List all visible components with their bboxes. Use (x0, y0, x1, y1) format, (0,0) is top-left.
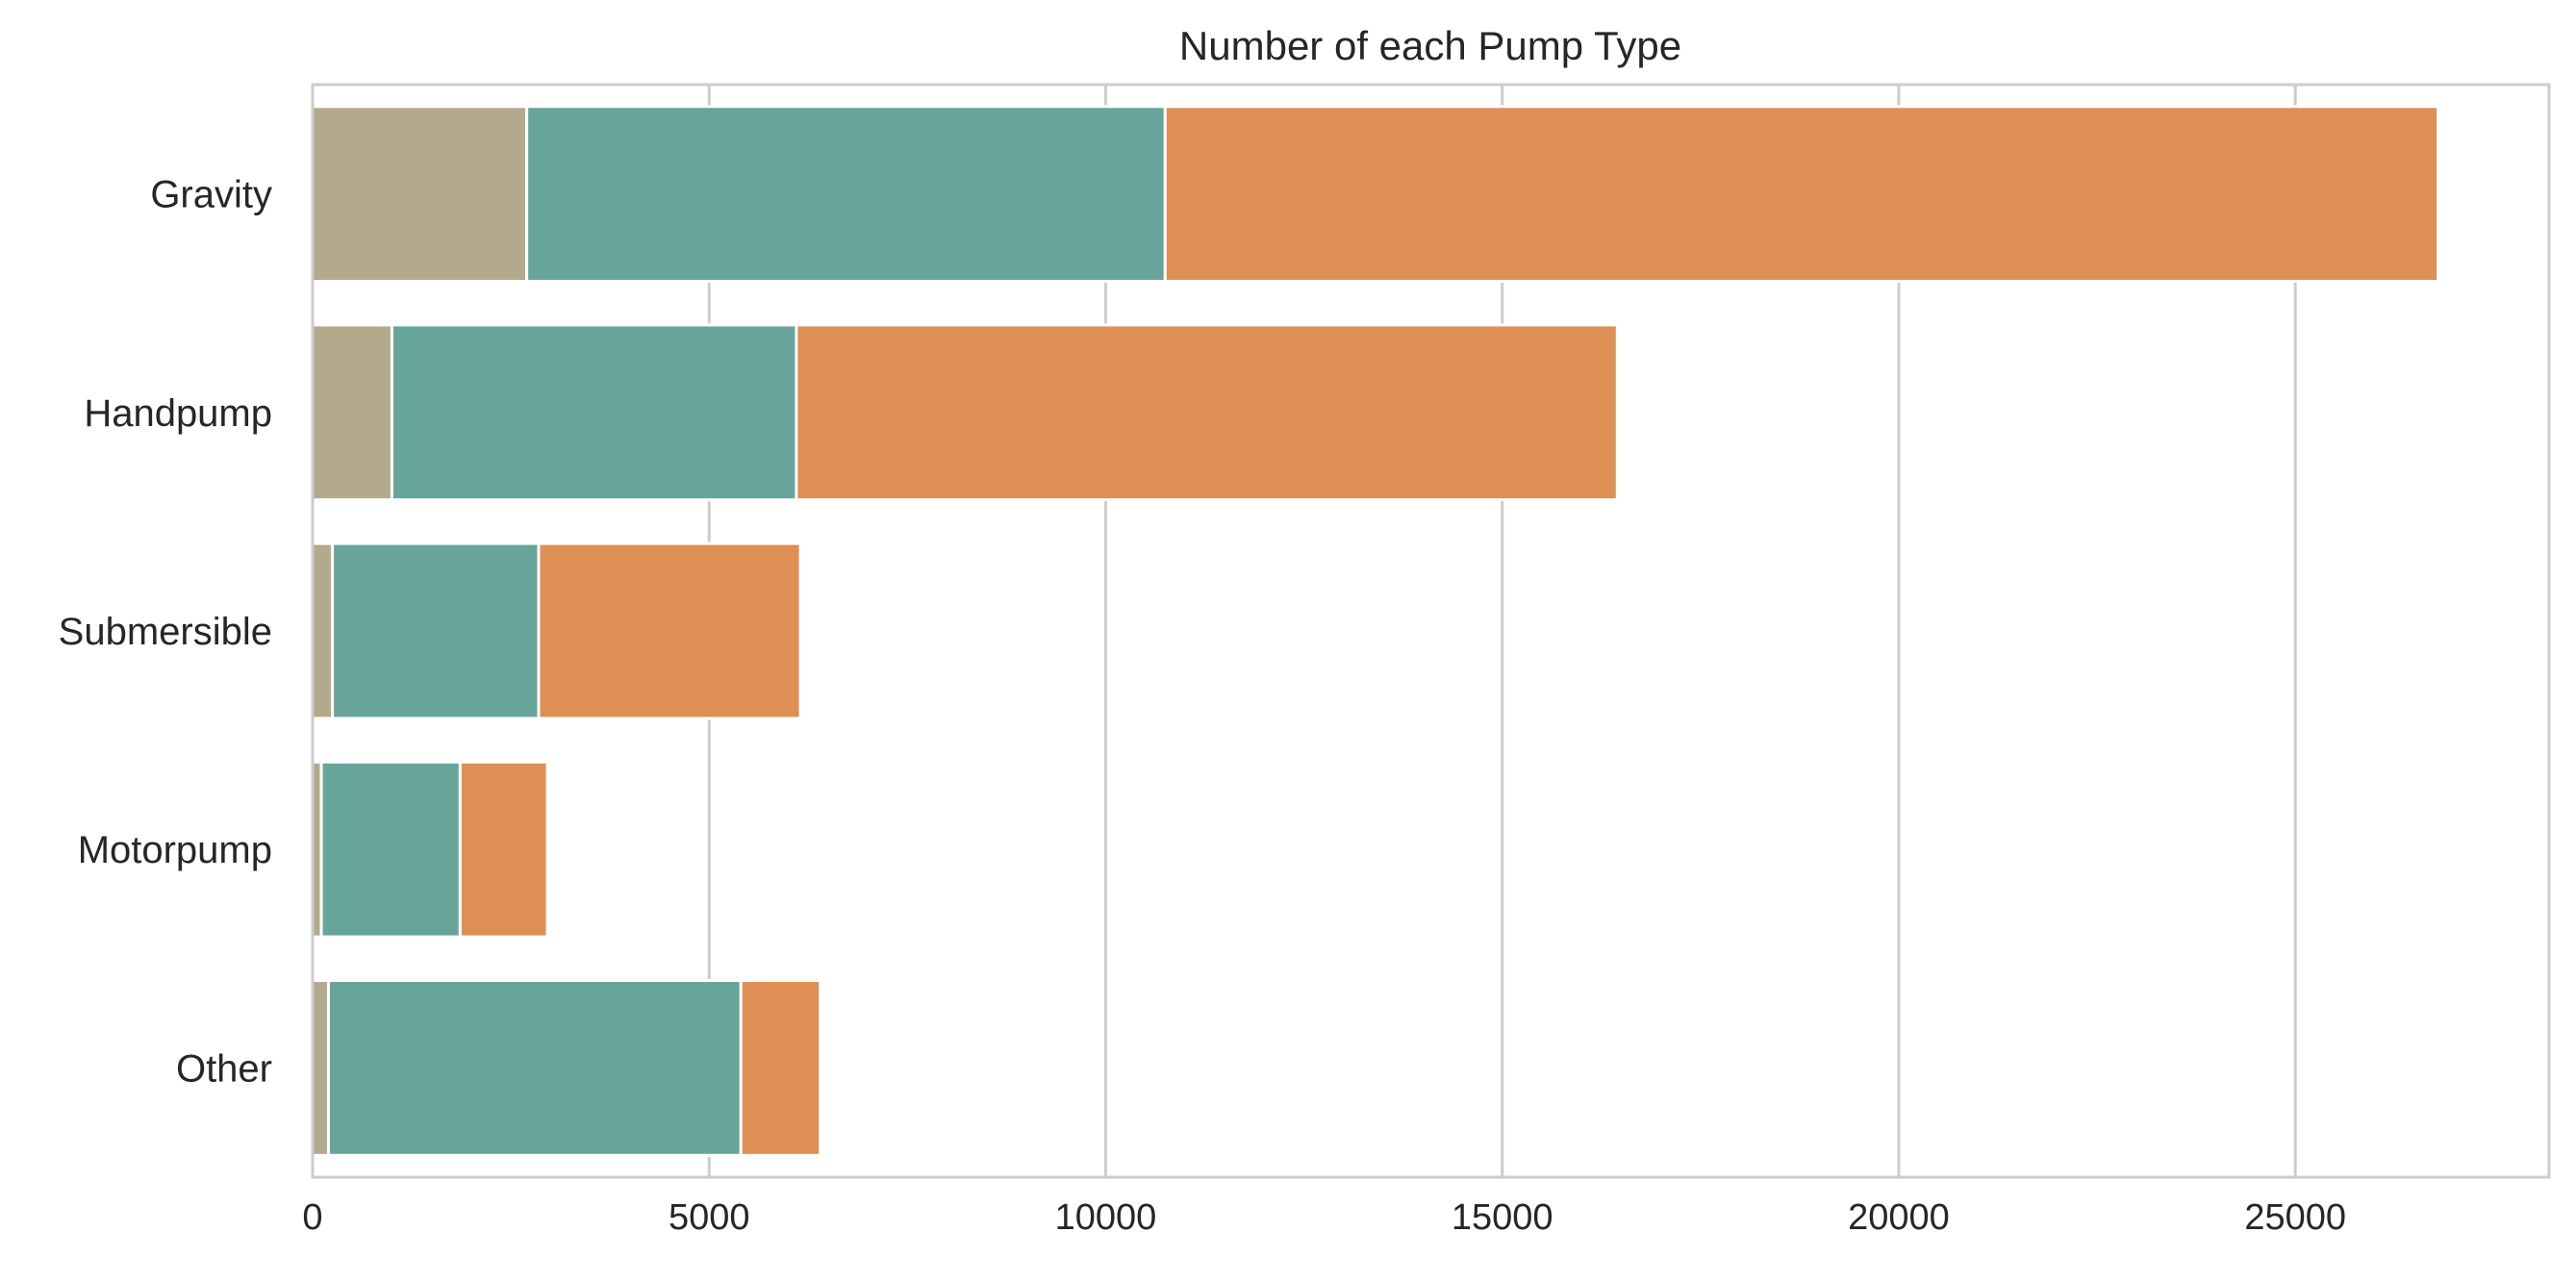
bar-handpump-segment-3 (795, 323, 1619, 502)
bar-motorpump-segment-3 (458, 760, 549, 939)
bar-submersible-segment-3 (537, 541, 802, 720)
x-tick-label-4: 20000 (1848, 1197, 1950, 1238)
x-tick-label-3: 15000 (1452, 1197, 1553, 1238)
category-label-submersible: Submersible (59, 611, 272, 653)
plot-frame (311, 83, 2551, 1179)
chart-title: Number of each Pump Type (1179, 23, 1681, 68)
category-label-motorpump: Motorpump (78, 829, 272, 871)
category-labels: Gravity Handpump Submersible Motorpump Other (59, 174, 272, 1091)
category-label-gravity: Gravity (150, 174, 272, 216)
bar-submersible-segment-1 (311, 541, 335, 720)
category-label-other: Other (176, 1047, 272, 1090)
bar-motorpump-segment-2 (319, 760, 462, 939)
bar-gravity-segment-2 (525, 105, 1167, 283)
bar-other-segment-1 (311, 979, 330, 1157)
bars (311, 105, 2440, 1157)
x-tick-label-2: 10000 (1055, 1197, 1157, 1238)
bar-gravity-segment-1 (311, 105, 529, 283)
bar-gravity-segment-3 (1163, 105, 2440, 283)
x-tick-label-0: 0 (302, 1197, 322, 1238)
bar-other-segment-3 (739, 979, 822, 1157)
x-tick-labels: 0 5000 10000 15000 20000 25000 (302, 1197, 2346, 1238)
bar-handpump-segment-1 (311, 323, 393, 502)
bar-submersible-segment-2 (331, 541, 541, 720)
x-tick-label-1: 5000 (669, 1197, 750, 1238)
bar-handpump-segment-2 (390, 323, 798, 502)
category-label-handpump: Handpump (84, 392, 272, 435)
x-tick-label-5: 25000 (2244, 1197, 2346, 1238)
bar-other-segment-2 (326, 979, 743, 1157)
